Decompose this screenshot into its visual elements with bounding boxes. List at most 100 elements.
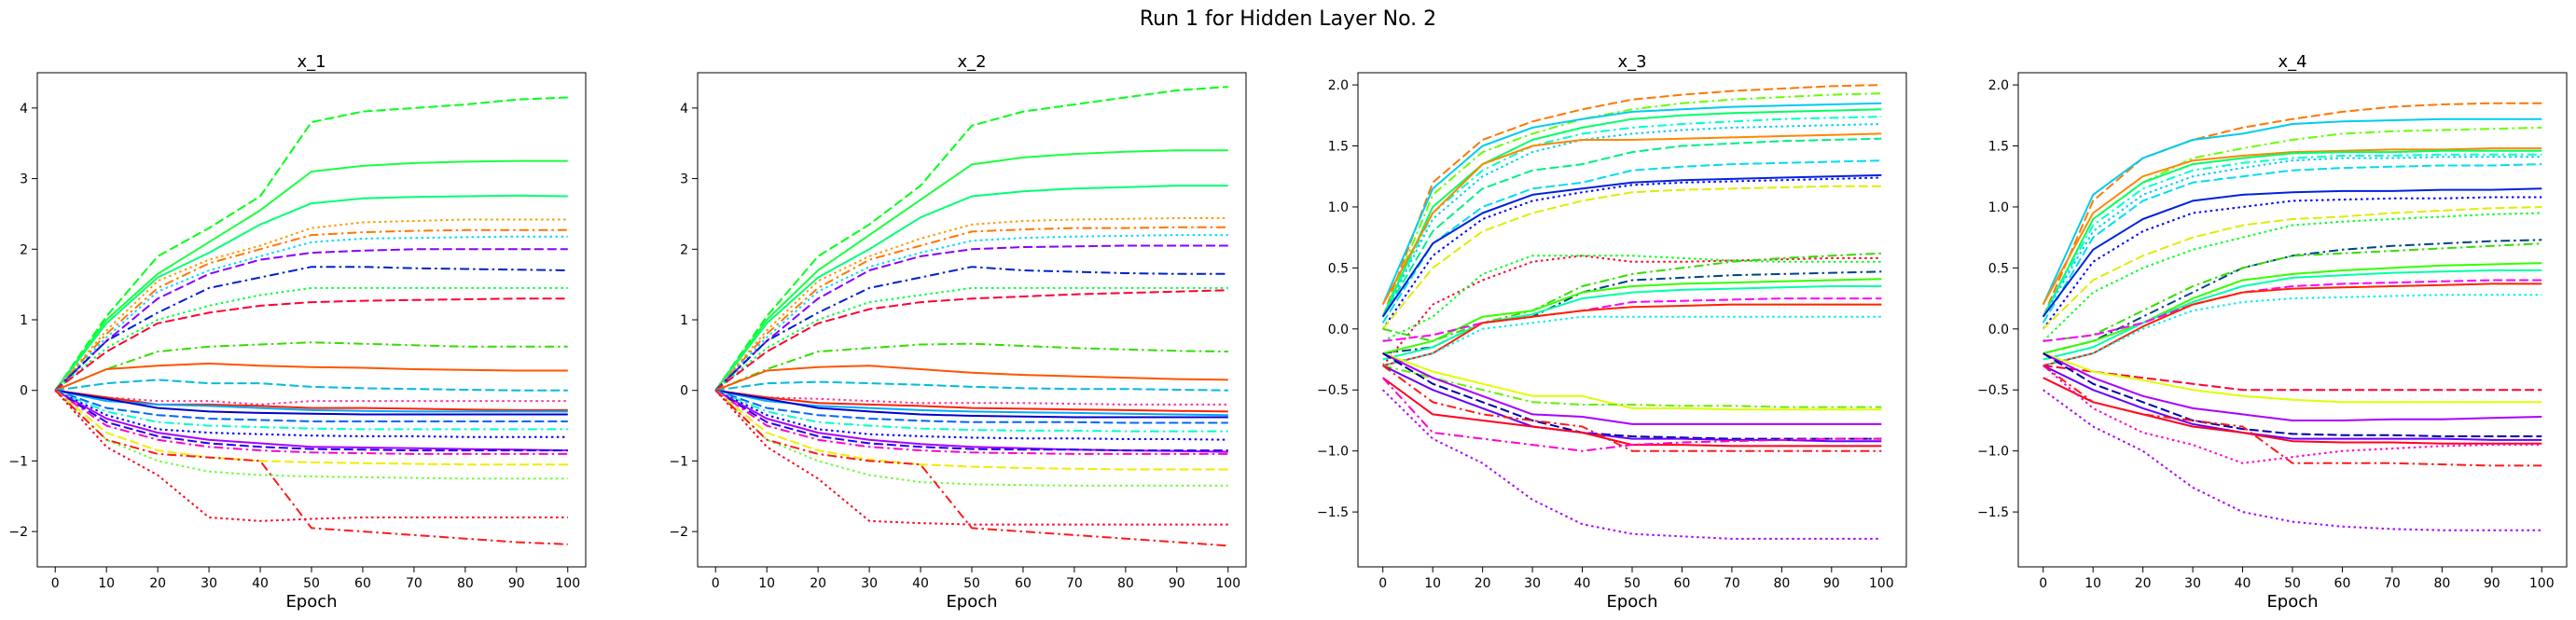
series-line-19 [54,389,568,431]
series-line-23 [2043,352,2542,437]
axes-group: 0 10 20 30 40 50 60 70 80 90 100 −1.5 −1.0 −0.5 0.0 0.5… [1317,78,1894,591]
series-line-2 [54,159,568,392]
axes-frame [1357,72,1907,568]
series-line-3 [54,194,568,392]
subplot-x1: x_1 0 10 20 30 40 50 60 70 80 90 100 −2 −1 0 1 2 3 4 Epoc… [8,52,587,612]
series-line-21 [2043,352,2542,404]
x-tick-label: 30 [861,576,878,591]
series-line-13 [1381,255,1882,366]
y-tick-label: 0 [680,384,688,399]
series-line-8 [1381,137,1882,318]
series-line-7 [54,248,568,392]
series-line-2 [2042,117,2542,306]
x-tick-label: 100 [1215,576,1240,591]
series-line-22 [714,389,1228,452]
series-line-3 [714,185,1228,392]
x-tick-label: 10 [98,576,115,591]
y-tick-label: 1.0 [1988,200,2009,215]
x-tick-label: 60 [2334,576,2351,591]
y-tick-label: 4 [20,102,28,117]
series-line-15 [55,389,568,411]
x-tick-label: 80 [1117,576,1134,591]
x-tick-label: 50 [2284,576,2301,591]
subplot-title: x_4 [2278,52,2306,72]
series-line-1 [714,86,1228,392]
x-tick-label: 90 [508,576,525,591]
y-tick-label: −1.5 [1317,505,1349,520]
subplot-title: x_3 [1617,52,1646,72]
x-tick-label: 30 [1524,576,1541,591]
series-line-10 [54,297,568,392]
series-line-3 [1381,102,1882,305]
series-line-1 [1381,84,1882,318]
x-tick-label: 20 [149,576,166,591]
x-tick-label: 90 [1823,576,1840,591]
series-line-20 [714,389,1228,441]
series-line-19 [714,389,1228,433]
series-line-26 [54,390,568,522]
series-line-12 [2043,212,2542,342]
y-tick-label: 1.0 [1328,200,1349,215]
x-tick-label: 70 [406,576,422,591]
series-line-7 [1381,132,1882,306]
series-line-24 [1382,352,1882,425]
series-group [1381,84,1882,540]
y-tick-label: −1.0 [1977,445,2009,460]
series-line-12 [714,365,1228,392]
y-tick-label: 2 [680,242,688,257]
series-line-5 [714,226,1228,392]
x-tick-label: 40 [2235,576,2251,591]
series-line-26 [714,390,1228,526]
x-axis-label: Epoch [2266,592,2318,612]
axes-group: 0 10 20 30 40 50 60 70 80 90 100 −2 −1 0 1 2 3 4 [8,102,580,591]
x-tick-label: 60 [354,576,371,591]
x-tick-label: 40 [1574,576,1591,591]
series-line-14 [715,389,1228,406]
y-tick-label: 2 [20,242,28,257]
series-line-19 [1382,297,1882,342]
series-line-17 [55,389,568,416]
series-line-2 [1381,92,1882,318]
x-axis-label: Epoch [285,592,337,612]
x-tick-label: 100 [1869,576,1894,591]
x-tick-label: 20 [2135,576,2152,591]
x-tick-label: 30 [201,576,217,591]
y-tick-label: 0.0 [1988,323,2009,338]
series-line-9 [714,286,1228,392]
series-line-16 [54,389,568,413]
series-line-23 [714,389,1228,455]
x-tick-label: 60 [1015,576,1032,591]
y-tick-label: 0.5 [1328,261,1349,276]
series-line-30 [1382,389,1882,540]
series-line-5 [1381,116,1882,318]
series-line-14 [1382,252,1882,342]
series-line-9 [1381,159,1882,324]
series-line-15 [2043,262,2542,354]
y-tick-label: −1.0 [1317,445,1349,460]
x-axis-label: Epoch [1606,592,1657,612]
figure-title: Run 1 for Hidden Layer No. 2 [1140,7,1436,31]
series-line-11 [714,342,1228,392]
x-tick-label: 50 [963,576,980,591]
x-tick-label: 10 [2084,576,2101,591]
x-tick-label: 20 [1475,576,1491,591]
series-line-10 [714,289,1228,392]
series-line-4 [2042,147,2542,306]
y-tick-label: 3 [680,172,688,187]
series-line-6 [714,234,1228,392]
series-line-27 [54,389,568,545]
subplot-x4: x_4 0 10 20 30 40 50 60 70 80 90 100 −1.5 −1.0 −0.5 0.… [1977,52,2568,612]
series-line-6 [54,235,568,392]
series-line-28 [1382,365,1882,452]
series-line-24 [714,389,1228,471]
y-tick-label: 1.5 [1988,140,2009,155]
x-tick-label: 90 [2484,576,2500,591]
series-line-1 [54,96,568,392]
series-line-9 [2042,187,2542,318]
x-tick-label: 100 [2529,576,2555,591]
series-line-19 [2043,294,2542,367]
series-line-24 [2043,365,2542,441]
series-line-11 [1381,176,1882,330]
